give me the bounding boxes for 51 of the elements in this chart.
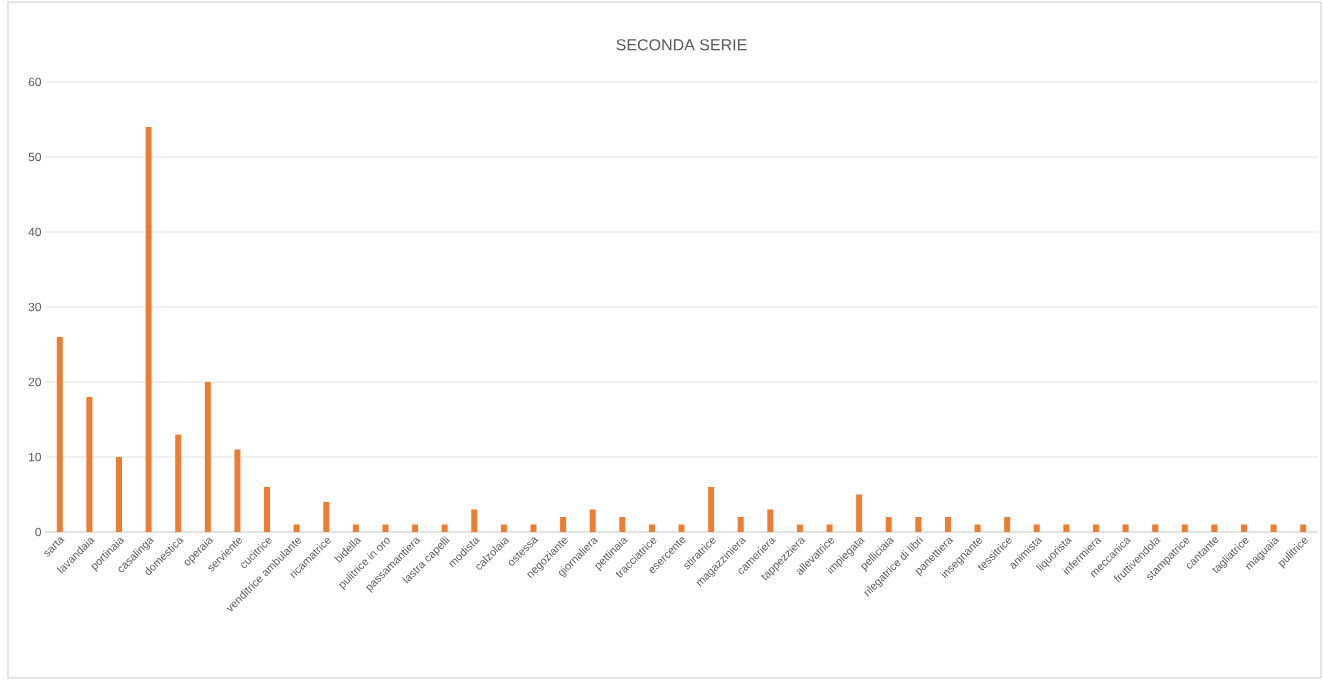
bar	[737, 517, 744, 532]
bar	[352, 524, 359, 532]
bar	[1270, 524, 1277, 532]
bar	[500, 524, 507, 532]
bar	[648, 524, 655, 532]
bar	[678, 524, 685, 532]
bar	[264, 487, 271, 532]
bar	[441, 524, 448, 532]
bar	[1241, 524, 1247, 532]
bar	[1181, 524, 1188, 532]
bar	[767, 509, 774, 532]
y-tick-label: 0	[35, 527, 42, 537]
bar	[1004, 517, 1011, 532]
bar	[1063, 524, 1070, 532]
bar	[915, 517, 922, 532]
bar	[1211, 524, 1218, 532]
bar	[323, 502, 330, 532]
bar	[796, 524, 803, 532]
bar	[204, 381, 211, 532]
y-tick-label: 30	[28, 302, 42, 312]
bar	[382, 524, 389, 532]
bar	[1122, 524, 1129, 532]
bar	[560, 517, 567, 532]
bar	[412, 524, 419, 532]
bar	[293, 524, 300, 532]
chart-title: SECONDA SERIE	[616, 39, 747, 51]
bar	[530, 524, 537, 532]
bar	[619, 517, 626, 532]
bar	[1152, 524, 1159, 532]
y-tick-label: 20	[28, 377, 42, 387]
bar	[471, 509, 478, 532]
bar	[145, 126, 152, 532]
bar	[234, 449, 241, 532]
y-tick-label: 10	[29, 452, 42, 462]
bar	[175, 434, 182, 532]
bar	[826, 524, 833, 532]
y-tick-label: 50	[28, 152, 42, 162]
bar	[974, 524, 981, 532]
bar	[708, 487, 715, 532]
bar	[944, 517, 951, 532]
bar	[1092, 524, 1099, 532]
bar	[1033, 524, 1040, 532]
bar	[56, 336, 63, 532]
bar	[1300, 524, 1307, 532]
bar	[86, 396, 93, 532]
bar	[589, 509, 596, 532]
bar	[885, 517, 892, 532]
bar	[116, 457, 123, 532]
y-tick-label: 60	[28, 77, 42, 87]
y-tick-label: 40	[28, 227, 42, 237]
bar	[856, 494, 863, 532]
